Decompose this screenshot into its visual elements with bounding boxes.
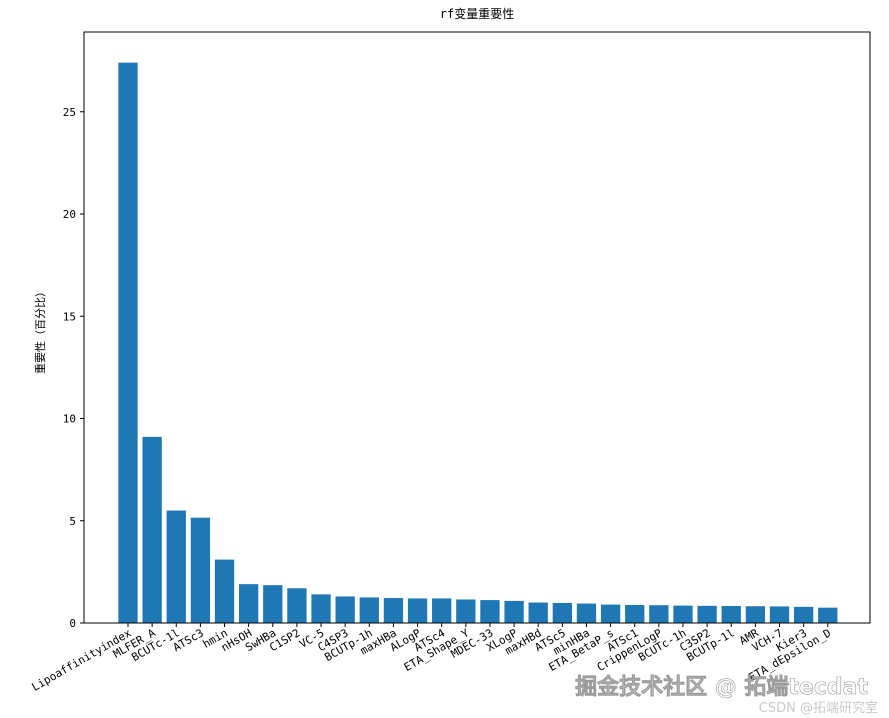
bar-Kier3: [793, 606, 814, 623]
bar-AMR: [745, 606, 766, 623]
bar-BCUTp-1h: [359, 597, 379, 623]
y-tick-label: 20: [63, 208, 76, 221]
bar-ALogP: [407, 598, 428, 623]
y-tick-label: 0: [69, 617, 76, 630]
watermark-sub-text: CSDN @拓端研究室: [759, 700, 878, 716]
bar-ATSc5: [552, 602, 572, 623]
y-tick-label: 5: [69, 515, 76, 528]
watermark: 掘金技术社区 @ 拓端tecdat CSDN @拓端研究室: [575, 674, 878, 716]
bar-SwHBa: [263, 585, 283, 623]
bar-maxHBa: [383, 598, 404, 623]
bar-maxHBd: [528, 602, 548, 623]
bar-C1SP2: [287, 588, 307, 623]
chart-title: rf变量重要性: [440, 6, 514, 21]
bar-Lipoaffinityindex: [118, 62, 138, 624]
bar-ETA_BetaP_s: [600, 604, 621, 623]
y-tick-label: 25: [63, 106, 76, 119]
bar-ATSc4: [432, 598, 452, 623]
y-tick-label: 10: [63, 413, 76, 426]
bar-ATSc3: [190, 517, 211, 623]
bar-BCUTc-1l: [166, 510, 186, 623]
bar-BCUTp-1l: [721, 606, 741, 623]
y-axis-label: 重要性（百分比）: [33, 286, 47, 374]
bar-C3SP2: [697, 605, 717, 623]
bar-hmin: [214, 559, 235, 623]
y-axis-ticks: 0 5 10 15 20 25: [63, 106, 84, 630]
bar-VCH-7: [769, 606, 790, 623]
bar-XLogP: [504, 600, 524, 623]
bar-C4SP3: [335, 596, 355, 623]
bar-MDEC-33: [480, 600, 500, 623]
plot-frame: [83, 31, 871, 624]
bar-VC-5: [311, 594, 331, 623]
bar-MLFER_A: [142, 436, 162, 623]
bars-group: [118, 62, 838, 624]
bar-ETA_Shape_Y: [456, 599, 476, 623]
bar-CrippenLogP: [649, 605, 669, 623]
bar-minHBa: [576, 603, 597, 623]
bar-ATSc1: [625, 605, 645, 623]
watermark-main-text: 掘金技术社区 @ 拓端tecdat: [575, 674, 868, 700]
bar-ETA_dEpsilon_D: [818, 607, 838, 623]
y-tick-label: 15: [63, 310, 76, 323]
bar-nHsOH: [239, 584, 259, 623]
bar-BCUTc-1h: [673, 605, 693, 623]
